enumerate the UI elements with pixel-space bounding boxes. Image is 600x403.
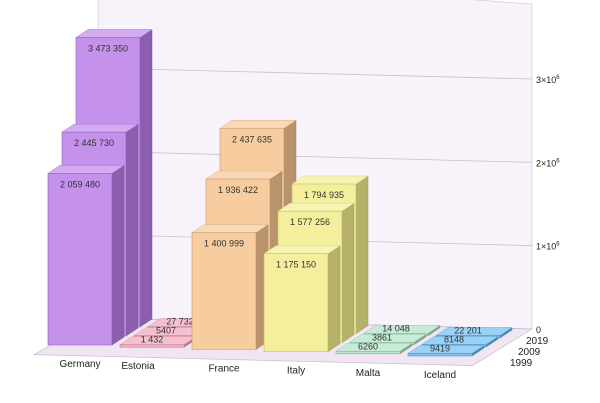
bar-top — [47, 165, 125, 174]
bar-front — [191, 232, 257, 350]
data-label: 1 794 935 — [304, 190, 344, 200]
data-label: 3 473 350 — [88, 44, 128, 54]
bar-france-1999: 1 400 999 — [191, 224, 269, 350]
depth-series-label: 1999 — [510, 358, 533, 369]
bar-malta-1999: 6260 — [335, 341, 413, 355]
bar-top — [291, 175, 369, 185]
y-tick-exponent: 6 — [556, 158, 560, 164]
x-category-label: France — [208, 363, 240, 374]
bar-top — [205, 170, 283, 180]
data-label: 2 445 730 — [74, 138, 114, 148]
y-tick-label: 0 — [536, 325, 541, 335]
y-axis: 0 1×106 2×106 3×106 — [536, 75, 560, 335]
data-label: 1 400 999 — [204, 239, 244, 249]
data-label: 1 432 — [141, 335, 164, 345]
data-label: 27 732 — [166, 317, 194, 327]
bar-side — [341, 202, 355, 344]
depth-series-label: 2009 — [518, 347, 541, 358]
data-label: 5407 — [156, 326, 176, 336]
bar-top — [219, 120, 297, 129]
bar-side — [327, 245, 341, 353]
y-tick-label: 3×106 — [536, 75, 560, 85]
data-label: 3861 — [372, 332, 392, 342]
bar-top — [277, 202, 355, 212]
data-label: 2 437 635 — [232, 134, 272, 144]
y-tick-exponent: 6 — [556, 242, 560, 248]
gridline — [97, 150, 533, 163]
data-label: 9419 — [430, 344, 450, 354]
x-axis: Germany Estonia France Italy Malta Iceland — [59, 359, 456, 381]
bar-side — [355, 175, 369, 335]
data-label: 1 175 150 — [276, 260, 316, 270]
x-category-label: Iceland — [424, 370, 456, 381]
bar-top — [263, 245, 341, 254]
gridline — [97, 67, 533, 80]
bar-italy-1999: 1 175 150 — [263, 245, 341, 353]
bar-front — [335, 350, 401, 355]
data-label: 14 048 — [382, 323, 410, 333]
y-tick-exponent: 6 — [556, 75, 560, 81]
y-tick-label: 2×106 — [536, 158, 560, 168]
bar-front — [263, 253, 329, 352]
bar-front — [47, 173, 113, 346]
bar-germany-1999: 2 059 480 — [47, 164, 125, 346]
bar-iceland-1999: 9419 — [407, 344, 485, 357]
data-label: 2 059 480 — [60, 179, 100, 189]
x-category-label: Italy — [287, 366, 305, 377]
depth-series-label: 2019 — [526, 336, 549, 347]
data-label: 22 201 — [454, 326, 482, 336]
x-category-label: Germany — [59, 359, 100, 370]
bar-front — [119, 344, 185, 348]
data-label: 6260 — [358, 341, 378, 351]
x-category-label: Estonia — [121, 361, 155, 372]
x-category-label: Malta — [356, 368, 381, 379]
bar-side — [111, 164, 125, 346]
bar-side — [125, 123, 139, 337]
bar-top — [191, 224, 269, 233]
y-tick-label: 1×106 — [536, 242, 560, 252]
data-label: 1 577 256 — [290, 217, 330, 227]
bar-side — [139, 29, 153, 328]
bar-top — [61, 123, 139, 133]
data-label: 1 936 422 — [218, 185, 258, 195]
data-label: 8148 — [444, 335, 464, 345]
bars: 3 473 350 27 732 2 437 635 1 794 935 14 048 2… — [47, 29, 513, 357]
bar-front — [407, 353, 473, 357]
bar-top — [75, 29, 153, 38]
